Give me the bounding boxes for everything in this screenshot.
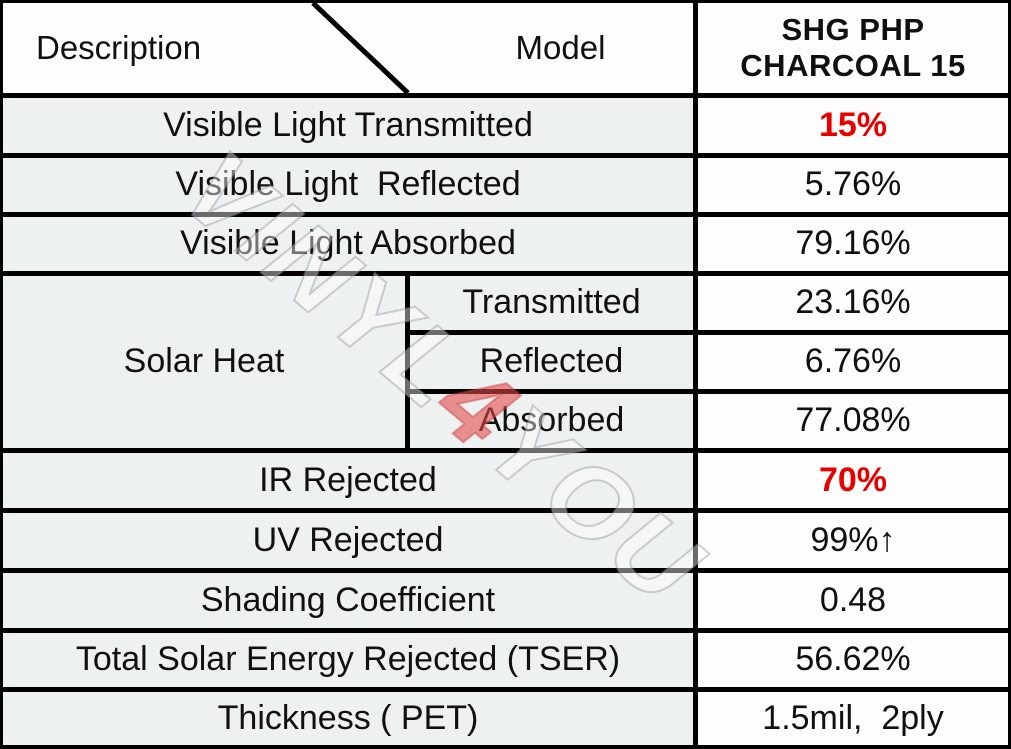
solar-sub-label-absorbed: Absorbed [410,394,693,448]
row-value-text: 0.48 [819,580,887,619]
row-label-text: UV Rejected [252,520,444,559]
row-label-thickness: Thickness ( PET) [3,692,693,745]
row-value-visible-light-reflected: 5.76% [698,158,1008,212]
row-label-text: Visible Light Absorbed [180,224,516,263]
row-label-text: IR Rejected [259,460,437,499]
header-diagonal-line [311,3,410,93]
solar-sub-label-reflected: Reflected [410,335,693,389]
model-name-cell: SHG PHP CHARCOAL 15 [698,3,1008,93]
row-value-visible-light-transmitted: 15% [698,98,1008,153]
row-value-text: 5.76% [804,165,902,204]
solar-sub-label-transmitted: Transmitted [410,276,693,330]
row-value-visible-light-absorbed: 79.16% [698,217,1008,271]
model-name-line2: CHARCOAL 15 [740,48,966,83]
row-label-ir-rejected: IR Rejected [3,453,693,508]
row-label-text: Visible Light Reflected [175,165,521,204]
header-description-model-cell: Description Model [3,3,693,93]
row-value-text: 79.16% [795,224,911,263]
row-value-uv-rejected: 99%↑ [698,513,1008,568]
sub-row-value-text: 23.16% [795,283,911,322]
row-value-tser: 56.62% [698,633,1008,687]
solar-heat-group-cell: Solar Heat [3,276,405,448]
row-label-visible-light-reflected: Visible Light Reflected [3,158,693,212]
row-value-text: 15% [818,105,888,144]
solar-sub-value-transmitted: 23.16% [698,276,1008,330]
sub-row-label-text: Reflected [479,342,624,381]
sub-row-value-text: 6.76% [804,342,902,381]
solar-sub-value-absorbed: 77.08% [698,394,1008,448]
row-label-uv-rejected: UV Rejected [3,513,693,568]
row-value-text: 56.62% [795,640,911,679]
model-header-label: Model [515,29,606,66]
sub-row-label-text: Absorbed [478,401,625,440]
sub-row-label-text: Transmitted [462,283,641,322]
row-value-shading-coefficient: 0.48 [698,573,1008,628]
row-label-shading-coefficient: Shading Coefficient [3,573,693,628]
row-label-tser: Total Solar Energy Rejected (TSER) [3,633,693,687]
row-label-visible-light-transmitted: Visible Light Transmitted [3,98,693,153]
row-label-text: Total Solar Energy Rejected (TSER) [75,640,621,679]
solar-sub-value-reflected: 6.76% [698,335,1008,389]
row-label-text: Visible Light Transmitted [163,105,533,144]
description-header-label: Description [36,29,202,66]
row-value-text: 99%↑ [810,520,896,559]
row-value-text: 70% [818,460,888,499]
row-value-text: 1.5mil, 2ply [762,698,944,737]
row-value-ir-rejected: 70% [698,453,1008,508]
sub-row-value-text: 77.08% [795,401,911,440]
row-value-thickness: 1.5mil, 2ply [698,692,1008,745]
solar-heat-group-label: Solar Heat [123,342,285,381]
row-label-text: Shading Coefficient [200,580,496,619]
row-label-visible-light-absorbed: Visible Light Absorbed [3,217,693,271]
model-name-line1: SHG PHP [781,12,925,48]
row-label-text: Thickness ( PET) [217,698,479,737]
